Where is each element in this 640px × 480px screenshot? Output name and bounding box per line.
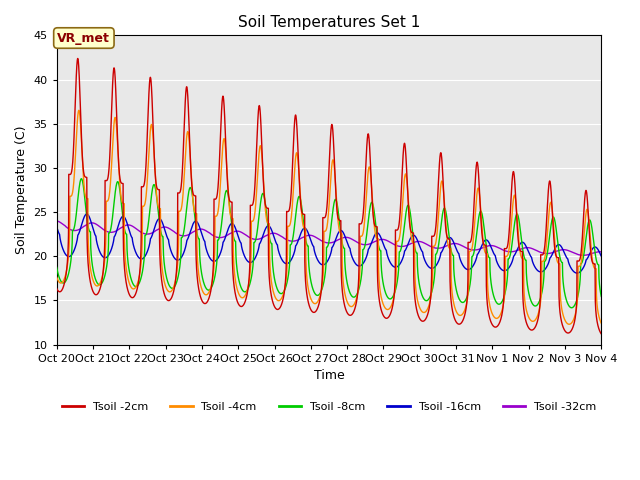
Title: Soil Temperatures Set 1: Soil Temperatures Set 1 xyxy=(238,15,420,30)
X-axis label: Time: Time xyxy=(314,369,344,382)
Text: VR_met: VR_met xyxy=(58,32,110,45)
Y-axis label: Soil Temperature (C): Soil Temperature (C) xyxy=(15,126,28,254)
Legend: Tsoil -2cm, Tsoil -4cm, Tsoil -8cm, Tsoil -16cm, Tsoil -32cm: Tsoil -2cm, Tsoil -4cm, Tsoil -8cm, Tsoi… xyxy=(57,397,601,416)
